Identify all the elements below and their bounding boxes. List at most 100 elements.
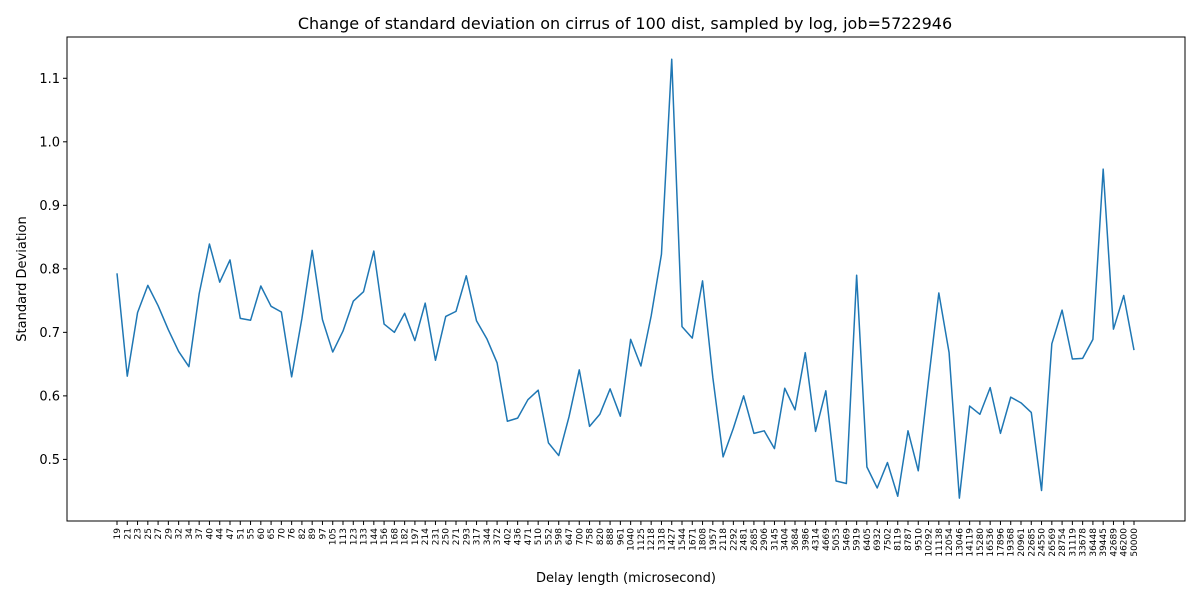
x-tick-label: 293 — [462, 528, 472, 545]
data-point — [435, 360, 437, 362]
x-tick-label: 5053 — [832, 528, 842, 551]
data-point — [465, 275, 467, 277]
data-point — [352, 300, 354, 302]
data-point — [363, 291, 365, 293]
data-point — [322, 319, 324, 321]
x-tick-label: 105 — [329, 528, 339, 545]
x-tick-label: 9510 — [914, 528, 924, 551]
x-tick-label: 16536 — [986, 528, 996, 557]
data-point — [455, 311, 457, 313]
x-tick-label: 8119 — [894, 528, 904, 551]
data-point — [260, 285, 262, 287]
data-point — [1030, 412, 1032, 414]
data-point — [1113, 328, 1115, 330]
data-point — [311, 250, 313, 252]
x-tick-label: 3986 — [801, 528, 811, 551]
y-tick-label: 1.1 — [39, 72, 60, 87]
data-point — [969, 405, 971, 407]
x-tick-label: 471 — [524, 528, 534, 545]
data-point — [825, 390, 827, 392]
plot-frame — [66, 36, 1186, 522]
data-point — [671, 58, 673, 60]
data-point — [784, 387, 786, 389]
x-tick-label: 231 — [431, 528, 441, 545]
x-tick-label: 14119 — [966, 528, 976, 557]
data-point — [856, 274, 858, 276]
x-tick-label: 1318 — [657, 528, 667, 551]
data-point — [270, 306, 272, 308]
x-tick-label: 33678 — [1079, 528, 1089, 557]
x-tick-label: 4669 — [822, 528, 832, 551]
x-tick-label: 37 — [195, 528, 205, 539]
x-tick-label: 3145 — [770, 528, 780, 551]
data-point — [589, 426, 591, 428]
data-point — [1133, 349, 1135, 351]
x-tick-label: 6932 — [873, 528, 883, 551]
x-tick-label: 76 — [288, 528, 298, 540]
x-tick-label: 510 — [534, 528, 544, 545]
data-point — [599, 413, 601, 415]
data-point — [691, 337, 693, 339]
data-point — [620, 415, 622, 417]
x-tick-label: 50000 — [1130, 528, 1140, 557]
data-point — [650, 315, 652, 317]
x-tick-label: 27 — [154, 528, 164, 539]
data-point — [702, 280, 704, 282]
data-point — [1061, 309, 1063, 311]
data-point — [989, 387, 991, 389]
x-tick-label: 46200 — [1120, 528, 1130, 557]
x-tick-label: 47 — [226, 528, 236, 539]
data-point — [640, 365, 642, 367]
x-tick-label: 89 — [308, 528, 318, 540]
x-tick-label: 20961 — [1017, 528, 1027, 557]
x-tick-label: 25 — [144, 528, 154, 539]
data-point — [887, 462, 889, 464]
y-tick-label: 0.9 — [39, 199, 60, 214]
data-point — [558, 455, 560, 457]
x-tick-label: 60 — [257, 528, 267, 540]
data-point — [568, 416, 570, 418]
x-tick-label: 182 — [401, 528, 411, 545]
x-tick-label: 214 — [421, 528, 431, 545]
data-point — [517, 417, 519, 419]
x-tick-label: 271 — [452, 528, 462, 545]
data-point — [1010, 396, 1012, 398]
x-tick-label: 2481 — [740, 528, 750, 551]
chart-title: Change of standard deviation on cirrus o… — [298, 14, 952, 33]
data-point — [527, 399, 529, 401]
data-point — [1123, 295, 1125, 297]
data-point — [188, 366, 190, 368]
x-tick-label: 19 — [113, 528, 123, 540]
x-tick-label: 44 — [216, 528, 226, 540]
x-tick-label: 598 — [555, 528, 565, 545]
data-point — [578, 369, 580, 371]
x-tick-label: 1808 — [699, 528, 709, 551]
data-point — [866, 466, 868, 468]
data-point — [168, 329, 170, 331]
data-point — [743, 395, 745, 397]
data-point — [1000, 433, 1002, 435]
series-line — [116, 58, 1135, 499]
data-point — [281, 311, 283, 313]
data-point — [815, 431, 817, 433]
x-tick-label: 1040 — [627, 528, 637, 551]
x-tick-label: 55 — [247, 528, 257, 539]
x-tick-label: 32 — [175, 528, 185, 539]
x-tick-label: 39445 — [1099, 528, 1109, 557]
data-point — [373, 250, 375, 252]
x-tick-label: 26569 — [1048, 528, 1058, 557]
data-point — [383, 323, 385, 325]
y-axis-label: Standard Deviation — [15, 216, 30, 341]
x-tick-label: 1427 — [668, 528, 678, 551]
data-point — [1102, 168, 1104, 170]
data-point — [147, 285, 149, 287]
x-tick-label: 1218 — [647, 528, 657, 551]
data-point — [291, 376, 293, 378]
x-axis-label: Delay length (microsecond) — [536, 571, 716, 586]
x-tick-label: 34 — [185, 528, 195, 540]
data-point — [794, 409, 796, 411]
x-tick-label: 21 — [123, 528, 133, 539]
data-point — [178, 351, 180, 353]
x-tick-label: 23 — [134, 528, 144, 539]
